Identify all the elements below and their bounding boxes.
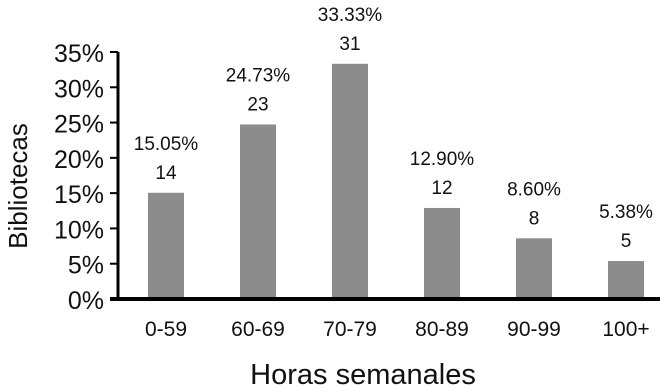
bars-group: [148, 63, 644, 299]
x-tick-label: 70-79: [323, 318, 377, 341]
y-tick-label: 25%: [54, 111, 104, 139]
x-axis-label: Horas semanales: [250, 359, 476, 387]
percent-label: 5.38%: [599, 202, 653, 223]
x-tick-label: 60-69: [231, 318, 285, 341]
percent-label: 8.60%: [507, 179, 561, 200]
count-label: 5: [621, 231, 632, 252]
bar-90-99: [516, 238, 552, 299]
y-tick-label: 20%: [54, 146, 104, 174]
percent-label: 33.33%: [318, 5, 383, 26]
bar-0-59: [148, 192, 184, 299]
y-tick-label: 30%: [54, 75, 104, 103]
y-axis-label: Bibliotecas: [3, 123, 33, 249]
x-tick-label: 90-99: [507, 318, 561, 341]
y-tick-label: 5%: [68, 252, 104, 280]
x-tick-label: 80-89: [415, 318, 469, 341]
y-tick-labels: 0% 5% 10% 15% 20% 25% 30% 35%: [54, 40, 104, 315]
bar-100+: [608, 261, 644, 299]
x-tick-label: 0-59: [145, 318, 187, 341]
percent-label: 24.73%: [226, 65, 291, 86]
y-tick-label: 35%: [54, 40, 104, 68]
y-tick-label: 10%: [54, 216, 104, 244]
percent-label: 15.05%: [134, 134, 199, 155]
x-tick-labels: 0-59 60-69 70-79 80-89 90-99 100+: [145, 318, 650, 341]
y-tick-label: 0%: [68, 287, 104, 315]
count-label: 14: [155, 163, 177, 184]
y-tick-marks: [110, 51, 118, 300]
x-tick-label: 100+: [602, 318, 649, 341]
y-tick-label: 15%: [54, 181, 104, 209]
bar-80-89: [424, 207, 460, 299]
bar-60-69: [240, 124, 276, 299]
count-label: 31: [339, 34, 360, 55]
count-label: 23: [247, 94, 268, 115]
data-labels: 14 15.05% 23 24.73% 31 33.33% 12 12.90% 8 8.60% 5 5…: [134, 5, 653, 252]
percent-label: 12.90%: [410, 149, 475, 170]
count-label: 8: [529, 208, 540, 229]
bar-70-79: [332, 63, 368, 299]
count-label: 12: [431, 178, 452, 199]
